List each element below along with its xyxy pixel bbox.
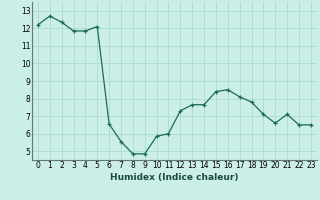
X-axis label: Humidex (Indice chaleur): Humidex (Indice chaleur) (110, 173, 239, 182)
